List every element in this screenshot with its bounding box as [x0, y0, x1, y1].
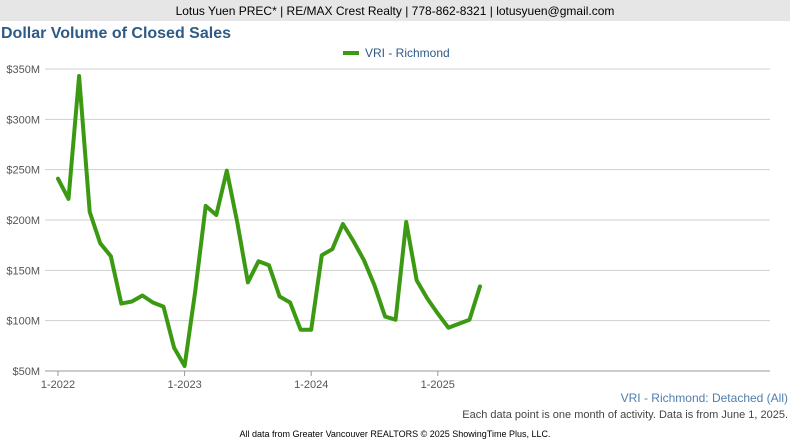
- series-line: [56, 74, 482, 368]
- legend-label: VRI - Richmond: [365, 46, 450, 60]
- x-tick-label: 1-2024: [294, 379, 328, 391]
- x-tick-label: 1-2023: [167, 379, 201, 391]
- legend-swatch: [343, 51, 359, 55]
- chart-legend[interactable]: VRI - Richmond: [343, 45, 450, 61]
- footer-credit: All data from Greater Vancouver REALTORS…: [239, 429, 551, 439]
- chart-subtitle: VRI - Richmond: Detached (All): [620, 391, 788, 405]
- chart-note: Each data point is one month of activity…: [462, 409, 788, 421]
- y-tick-label: $100M: [6, 316, 40, 328]
- y-tick-label: $150M: [6, 265, 40, 277]
- header-text: Lotus Yuen PREC* | RE/MAX Crest Realty |…: [175, 3, 615, 18]
- y-tick-label: $250M: [6, 165, 40, 177]
- chart-title: Dollar Volume of Closed Sales: [1, 25, 231, 42]
- x-tick-label: 1-2025: [421, 379, 455, 391]
- y-tick-label: $50M: [12, 366, 40, 378]
- x-tick-label: 1-2022: [41, 379, 75, 391]
- header-bar: Lotus Yuen PREC* | RE/MAX Crest Realty |…: [0, 0, 790, 21]
- y-tick-label: $350M: [6, 64, 40, 76]
- y-tick-label: $200M: [6, 215, 40, 227]
- y-tick-label: $300M: [6, 114, 40, 126]
